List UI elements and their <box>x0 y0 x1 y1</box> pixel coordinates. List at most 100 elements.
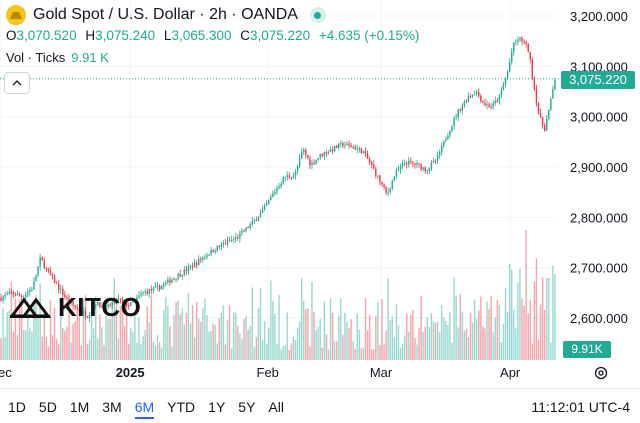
volume-bar <box>0 338 2 360</box>
range-button-all[interactable]: All <box>268 399 284 415</box>
candle-body <box>60 288 62 290</box>
y-tick-label: 2,800.000 <box>570 210 628 225</box>
candle-body <box>12 291 15 295</box>
candle-body <box>515 41 517 43</box>
candle-body <box>74 305 76 308</box>
candle-body <box>268 199 270 204</box>
volume-bar <box>482 326 484 360</box>
volume-bar <box>290 343 293 360</box>
last-volume-tag: 9.91K <box>563 341 611 358</box>
candle-body <box>527 43 529 52</box>
volume-bar <box>103 344 105 360</box>
high-value: 3,075.240 <box>95 28 156 43</box>
candle-body <box>395 170 398 177</box>
range-button-1y[interactable]: 1Y <box>208 399 226 415</box>
volume-bar <box>515 328 517 360</box>
volume-bar <box>430 312 433 360</box>
ohlc-values: O3,070.520 H3,075.240 L3,065.300 C3,075.… <box>6 28 424 43</box>
candle-body <box>543 125 546 131</box>
candle-body <box>360 148 363 154</box>
x-tick-label: Feb <box>257 365 279 380</box>
range-button-6m[interactable]: 6M <box>134 399 155 419</box>
volume-bar <box>29 328 31 360</box>
candle-body <box>185 269 188 272</box>
candle-body <box>156 285 159 287</box>
candle-body <box>255 220 258 222</box>
volume-bar <box>142 336 144 360</box>
candle-body <box>235 237 237 240</box>
volume-bar <box>309 346 311 360</box>
volume-bar <box>206 315 208 360</box>
volume-bar <box>25 330 27 360</box>
candle-body <box>311 162 313 166</box>
candle-body <box>533 77 536 90</box>
volume-bar <box>235 312 237 360</box>
volume-bar <box>352 341 354 360</box>
volume-bar <box>156 334 159 360</box>
candle-body <box>484 102 486 106</box>
candle-body <box>127 305 130 307</box>
volume-bar <box>554 274 556 360</box>
candle-body <box>504 78 507 85</box>
candle-body <box>546 119 548 131</box>
candle-body <box>377 175 379 177</box>
collapse-legend-button[interactable] <box>4 72 30 94</box>
volume-bar <box>92 328 95 360</box>
candle-body <box>270 196 272 200</box>
candle-body <box>342 142 344 147</box>
volume-bar <box>331 312 334 360</box>
volume-bar <box>537 339 540 360</box>
volume-bar <box>486 301 488 360</box>
volume-bar <box>426 317 429 360</box>
volume-bar <box>20 299 23 360</box>
chart-settings-button[interactable] <box>592 364 610 382</box>
candle-body <box>31 289 33 291</box>
range-button-1m[interactable]: 1M <box>69 399 90 415</box>
symbol-title-row[interactable]: Gold Spot / U.S. Dollar · 2h · OANDA <box>6 4 326 26</box>
range-button-1d[interactable]: 1D <box>8 399 26 415</box>
volume-bar <box>467 337 470 360</box>
range-button-ytd[interactable]: YTD <box>167 399 196 415</box>
volume-bar <box>130 328 132 360</box>
volume-legend[interactable]: Vol · Ticks 9.91 K <box>6 50 109 65</box>
candle-body <box>216 246 218 252</box>
volume-bar <box>492 332 494 360</box>
volume-bar <box>389 320 391 360</box>
volume-bar <box>251 287 253 360</box>
volume-bar <box>138 317 140 360</box>
candle-body <box>535 89 538 104</box>
range-button-5d[interactable]: 5D <box>38 399 57 415</box>
candle-body <box>315 159 317 164</box>
candle-body <box>138 295 140 297</box>
candle-body <box>274 191 276 194</box>
volume-bar <box>12 331 15 360</box>
close-value: 3,075.220 <box>250 28 311 43</box>
volume-bar <box>272 301 274 360</box>
y-tick-label: 3,200.000 <box>570 9 628 24</box>
volume-bar <box>35 295 37 360</box>
candle-body <box>119 298 122 300</box>
candle-body <box>130 302 132 306</box>
candle-body <box>233 239 235 241</box>
range-button-3m[interactable]: 3M <box>102 399 122 415</box>
candle-body <box>282 177 284 184</box>
candle-body <box>80 311 83 313</box>
candle-body <box>121 299 124 301</box>
candle-body <box>375 168 377 176</box>
candle-body <box>531 59 534 78</box>
candle-body <box>418 163 420 165</box>
range-button-5y[interactable]: 5Y <box>238 399 256 415</box>
volume-bar <box>66 326 68 360</box>
candle-body <box>191 266 194 268</box>
candle-body <box>313 162 315 164</box>
candle-body <box>519 37 521 40</box>
candle-body <box>480 95 482 102</box>
candle-body <box>14 294 17 296</box>
volume-bar <box>247 329 249 360</box>
candle-body <box>226 240 229 245</box>
candle-body <box>214 251 216 253</box>
candle-body <box>465 101 468 103</box>
volume-bar <box>152 341 155 360</box>
volume-bar <box>41 336 43 360</box>
